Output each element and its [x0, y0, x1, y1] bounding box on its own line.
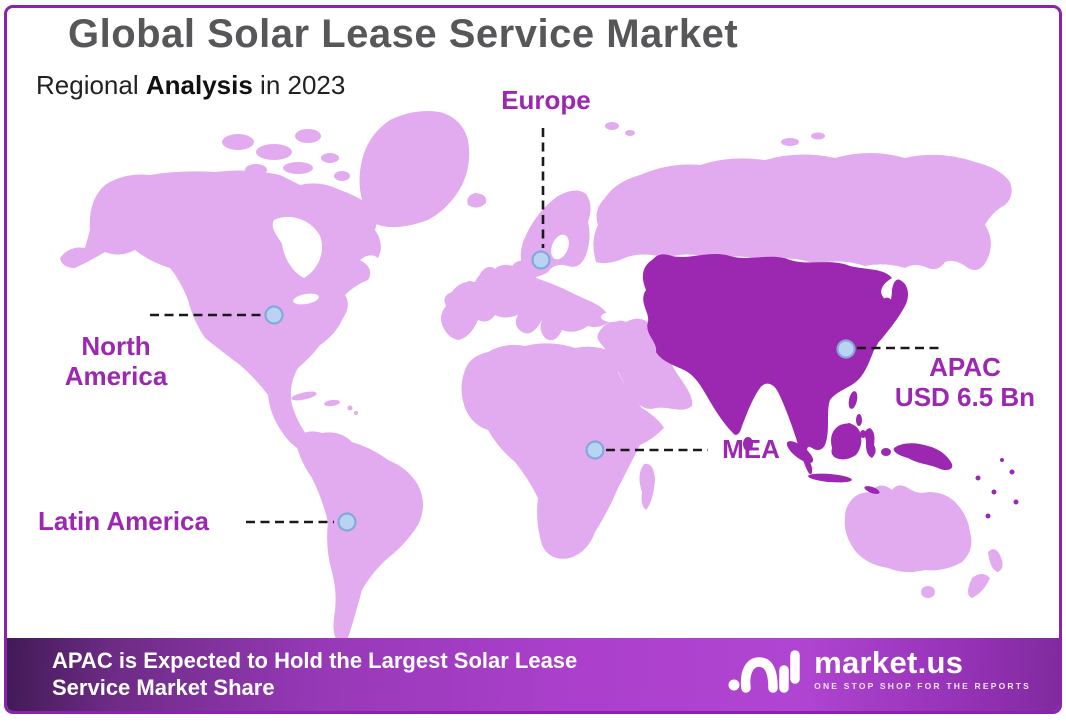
subtitle-prefix: Regional: [36, 70, 146, 100]
island-svalbard: [625, 130, 635, 136]
landmass-africa: [461, 343, 664, 559]
arctic-island: [256, 144, 292, 160]
landmass-apac-group: [642, 254, 1019, 519]
marker-north-america: [264, 305, 284, 325]
markers-group: [264, 250, 856, 532]
label-latin-america: Latin America: [38, 506, 209, 536]
page-subtitle: Regional Analysis in 2023: [36, 70, 345, 101]
caribbean-island: [347, 405, 353, 411]
island-cuba: [291, 391, 317, 401]
label-apac: APAC USD 6.5 Bn: [885, 352, 1045, 412]
arctic-island: [811, 132, 825, 140]
arctic-island: [321, 153, 339, 163]
philippines-island: [856, 414, 862, 426]
bottom-banner: APAC is Expected to Hold the Largest Sol…: [7, 638, 1059, 711]
inland-seas-group: [272, 216, 623, 322]
pacific-island: [985, 513, 991, 519]
arctic-island: [222, 134, 254, 150]
banner-line2: Service Market Share: [52, 675, 275, 700]
marker-apac: [836, 339, 856, 359]
landmass-greenland: [359, 111, 470, 228]
landmass-sri-lanka: [743, 437, 753, 451]
brand-name: market.us: [814, 645, 964, 680]
arctic-island: [283, 162, 313, 174]
label-north-america-line2: America: [64, 361, 168, 391]
landmass-russia: [593, 153, 1012, 271]
pacific-island: [991, 489, 997, 495]
landmass-iceland: [467, 193, 487, 208]
brand-tagline: ONE STOP SHOP FOR THE REPORTS: [814, 681, 1031, 691]
landmass-borneo: [831, 423, 862, 460]
caribbean-island: [354, 411, 358, 415]
landmass-north-america: [60, 170, 381, 453]
landmass-new-zealand-south: [968, 574, 990, 598]
landmass-java: [808, 473, 852, 483]
logo-text: market.us ONE STOP SHOP FOR THE REPORTS: [814, 645, 1031, 692]
arctic-island: [334, 171, 350, 181]
page-title: Global Solar Lease Service Market: [68, 12, 739, 56]
pacific-island: [1009, 469, 1015, 475]
label-europe: Europe: [501, 85, 591, 115]
landmass-new-zealand-north: [988, 549, 1003, 572]
landmass-australia: [844, 485, 972, 573]
arctic-island: [245, 164, 267, 176]
subtitle-suffix: in 2023: [252, 70, 346, 100]
leader-lines-group: [150, 128, 944, 524]
landmass-madagascar: [639, 463, 655, 510]
landmass-south-america: [295, 431, 423, 643]
label-apac-name: APAC: [929, 352, 1001, 382]
pacific-island: [1000, 458, 1004, 462]
marketus-logo-icon: [728, 650, 800, 693]
new-guinea-head: [881, 448, 891, 456]
baltic-sea: [551, 234, 569, 260]
landmass-sumatra: [786, 441, 814, 463]
landmass-japan: [867, 279, 908, 347]
landmass-tasmania: [921, 586, 935, 598]
japan-island: [859, 349, 865, 355]
landmass-light-group: [60, 111, 1012, 643]
label-apac-value: USD 6.5 Bn: [894, 382, 1036, 412]
philippines-island: [848, 391, 858, 409]
label-mea: MEA: [722, 434, 780, 464]
philippines-island: [860, 430, 866, 438]
brand-logo: market.us ONE STOP SHOP FOR THE REPORTS: [726, 645, 1031, 693]
subtitle-emphasis: Analysis: [145, 70, 253, 100]
landmass-ireland: [464, 281, 476, 295]
arctic-island: [781, 138, 799, 146]
island-hispaniola: [324, 399, 340, 407]
landmass-hainan: [826, 381, 834, 389]
marker-latin-america: [337, 512, 357, 532]
landmass-new-guinea: [893, 443, 953, 471]
pacific-island: [975, 475, 981, 481]
landmass-timor: [864, 486, 880, 494]
island-svalbard: [605, 122, 619, 130]
label-north-america-line1: North: [81, 331, 151, 361]
great-lakes: [293, 293, 319, 305]
hudson-bay: [272, 216, 323, 278]
landmass-sulawesi: [864, 428, 876, 458]
landmass-asia-main: [642, 254, 892, 475]
landmass-britain: [477, 266, 498, 297]
arctic-island: [295, 129, 321, 143]
landmass-scandinavia: [520, 190, 591, 277]
marker-mea: [585, 440, 605, 460]
banner-text: APAC is Expected to Hold the Largest Sol…: [52, 647, 577, 701]
landmass-middle-east: [597, 318, 693, 410]
pacific-island: [1013, 499, 1019, 505]
banner-line1: APAC is Expected to Hold the Largest Sol…: [52, 648, 578, 673]
black-sea: [601, 312, 623, 322]
landmass-taiwan: [856, 359, 866, 373]
marker-europe: [531, 250, 551, 270]
label-north-america: North America: [45, 331, 187, 391]
